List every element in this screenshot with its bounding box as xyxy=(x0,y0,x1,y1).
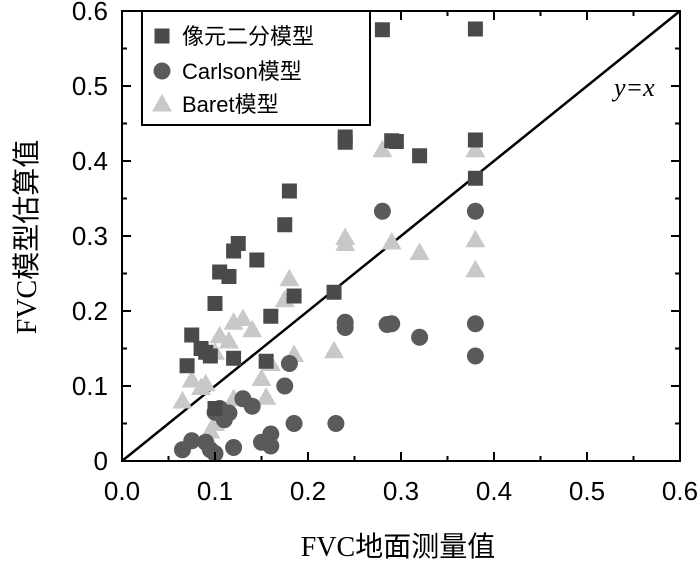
data-point-square xyxy=(263,308,279,324)
data-point-circle xyxy=(336,319,354,336)
data-point-triangle xyxy=(218,331,239,349)
data-point-triangle xyxy=(172,391,193,409)
reference-line-label: y=x xyxy=(611,73,655,102)
y-axis-title: FVC模型估算值 xyxy=(11,140,43,334)
data-point-triangle xyxy=(279,268,300,287)
data-point-circle xyxy=(411,328,429,346)
tick-labels: 0.0 0.1 0.2 0.3 0.4 0.5 0.6 0 0.1 0.2 0.3 0.4 0.5 0.6 xyxy=(72,0,698,506)
y-tick-label: 0.2 xyxy=(72,296,108,326)
data-point-triangle xyxy=(251,368,272,386)
data-point-square xyxy=(179,358,195,374)
x-tick-label: 0.4 xyxy=(476,476,512,506)
legend: 像元二分模型 Carlson模型 Baret模型 xyxy=(141,10,371,126)
data-point-square xyxy=(230,236,246,251)
reference-line-group xyxy=(121,10,681,462)
y-tick-label: 0.3 xyxy=(72,221,108,251)
legend-markers xyxy=(152,28,172,112)
x-tick-label: 0.3 xyxy=(383,476,419,506)
x-tick-label: 0.2 xyxy=(290,476,326,506)
series-square xyxy=(179,21,483,416)
legend-marker-triangle xyxy=(152,94,172,112)
legend-label-baret: Baret模型 xyxy=(182,92,279,117)
data-point-triangle xyxy=(335,227,356,245)
legend-marker-circle xyxy=(153,62,171,80)
reference-line xyxy=(121,10,681,462)
data-point-triangle xyxy=(181,370,202,388)
data-point-circle xyxy=(327,415,345,432)
data-point-triangle xyxy=(324,340,345,359)
data-point-square xyxy=(207,401,223,416)
data-point-circle xyxy=(276,377,294,395)
y-tick-label: 0.1 xyxy=(72,371,108,401)
legend-frame xyxy=(141,10,371,126)
x-tick-label: 0.6 xyxy=(662,476,698,506)
points-layer xyxy=(172,21,486,462)
data-point-circle xyxy=(243,397,261,415)
y-tick-label: 0.5 xyxy=(72,71,108,101)
data-point-triangle xyxy=(195,373,216,392)
data-point-triangle xyxy=(242,319,263,338)
x-tick-label: 0.0 xyxy=(104,476,140,506)
legend-marker-square xyxy=(154,28,170,44)
data-point-square xyxy=(286,288,302,304)
data-point-square xyxy=(326,284,342,300)
data-point-triangle xyxy=(465,259,486,278)
data-point-square xyxy=(388,134,404,149)
data-point-circle xyxy=(220,404,238,422)
data-point-circle xyxy=(262,437,280,455)
data-point-triangle xyxy=(232,308,253,326)
data-point-square xyxy=(467,21,483,37)
data-point-triangle xyxy=(465,229,486,248)
data-point-triangle xyxy=(256,387,277,405)
data-point-square xyxy=(467,170,483,186)
legend-label-carlson: Carlson模型 xyxy=(182,59,302,84)
data-point-square xyxy=(337,134,353,150)
x-tick-label: 0.5 xyxy=(569,476,605,506)
data-point-triangle xyxy=(465,139,486,158)
data-point-square xyxy=(374,22,390,38)
data-point-square xyxy=(249,252,265,268)
data-point-circle xyxy=(183,432,201,450)
data-point-triangle xyxy=(381,232,402,250)
data-point-circle xyxy=(383,315,401,333)
y-tick-label: 0.4 xyxy=(72,146,108,176)
x-axis-title: FVC地面测量值 xyxy=(301,531,495,563)
data-point-triangle xyxy=(372,139,393,158)
data-point-square xyxy=(412,148,428,164)
data-point-circle xyxy=(373,202,391,220)
x-tick-label: 0.1 xyxy=(197,476,233,506)
data-point-circle xyxy=(262,425,280,443)
data-point-square xyxy=(258,353,274,369)
data-point-circle xyxy=(225,439,243,456)
data-point-square xyxy=(202,348,218,364)
data-point-square xyxy=(467,132,483,148)
y-tick-label: 0.6 xyxy=(72,0,108,26)
data-point-square xyxy=(221,269,237,284)
data-point-triangle xyxy=(409,242,430,260)
data-point-circle xyxy=(466,347,484,365)
data-point-square xyxy=(277,217,293,233)
data-point-square xyxy=(184,327,200,343)
legend-label-pixel-dichotomy: 像元二分模型 xyxy=(182,24,314,49)
data-point-circle xyxy=(466,202,484,220)
y-tick-label: 0 xyxy=(94,446,108,476)
data-point-circle xyxy=(466,315,484,333)
series-triangle xyxy=(172,139,486,439)
data-point-square xyxy=(226,350,242,366)
data-point-square xyxy=(281,183,297,199)
data-point-circle xyxy=(285,415,303,432)
data-point-square xyxy=(207,296,223,311)
data-point-circle xyxy=(280,355,298,372)
